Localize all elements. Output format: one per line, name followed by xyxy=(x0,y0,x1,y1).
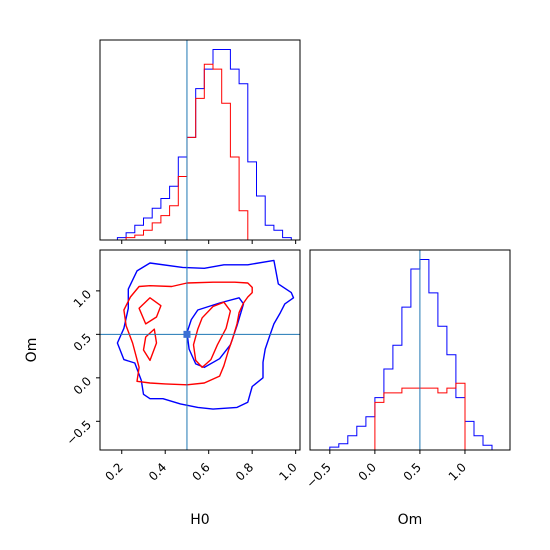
contour-series-2 xyxy=(192,301,232,369)
om-marginal-x-tick-label: −0.5 xyxy=(303,460,334,491)
histogram-series-1 xyxy=(320,259,501,451)
axes-frame xyxy=(309,249,511,451)
joint-y-axis-label: Om xyxy=(24,338,40,363)
joint-y-tick-label: 1.0 xyxy=(71,287,94,310)
contour-series-2 xyxy=(138,297,162,325)
om-marginal-x-tick-label: 1.0 xyxy=(446,460,469,483)
om-x-axis-label: Om xyxy=(398,512,423,528)
joint-x-axis-label: H0 xyxy=(190,512,209,528)
contour-series-2 xyxy=(142,328,158,362)
joint-y-tick-label: −0.5 xyxy=(64,418,95,449)
om-marginal-panel: −0.5 0.0 0.5 1.0 xyxy=(303,249,511,491)
joint-y-tick-label: 0.5 xyxy=(71,331,94,354)
axes-frame xyxy=(99,39,301,241)
joint-x-tick-label: 0.4 xyxy=(146,460,169,483)
om-marginal-x-tick-label: 0.5 xyxy=(401,460,424,483)
histogram-series-1 xyxy=(100,49,300,241)
joint-x-tick-label: 1.0 xyxy=(276,460,299,483)
om-marginal-x-tick-label: 0.0 xyxy=(356,460,379,483)
joint-x-tick-label: 0.6 xyxy=(189,460,212,483)
histogram-series-2 xyxy=(100,63,300,241)
h0-marginal-panel xyxy=(99,39,301,244)
joint-x-tick-label: 0.8 xyxy=(233,460,256,483)
joint-panel: 0.2 0.4 0.6 0.8 1.0 −0.5 0.0 0.5 1.0 xyxy=(64,249,301,484)
axes-frame xyxy=(99,249,301,451)
contour-series-1 xyxy=(116,259,295,410)
joint-x-tick-label: 0.2 xyxy=(102,460,125,483)
joint-y-tick-label: 0.0 xyxy=(71,374,94,397)
truth-marker xyxy=(183,330,191,338)
